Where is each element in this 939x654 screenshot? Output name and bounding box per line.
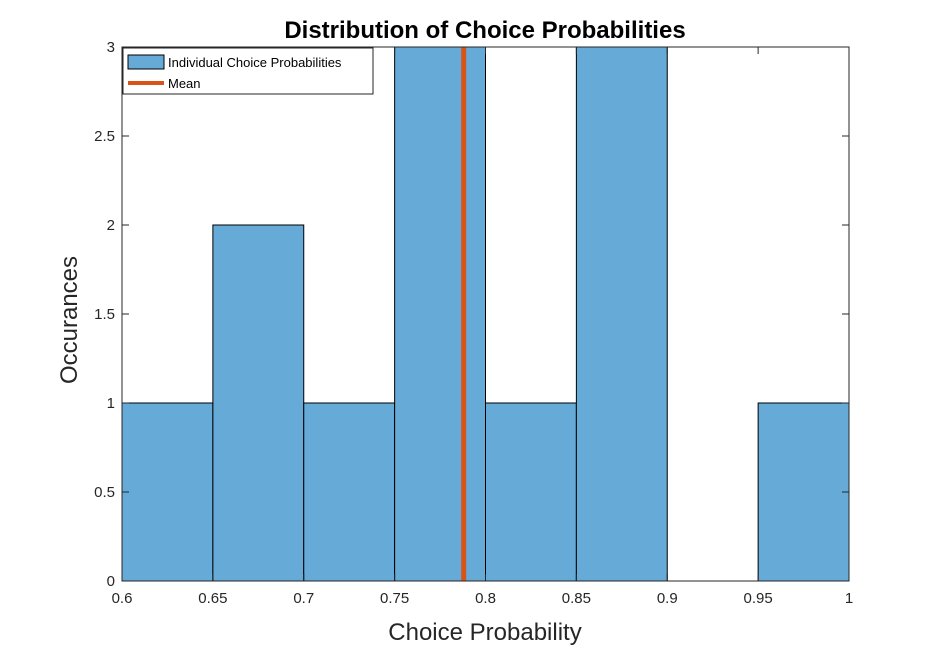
x-tick-label: 0.7 — [293, 590, 314, 607]
y-axis-label: Occurances — [56, 256, 83, 384]
histogram-bar — [394, 46, 486, 582]
x-tick-label: 0.95 — [744, 590, 773, 607]
x-tick-label: 0.9 — [657, 590, 678, 607]
legend-box — [122, 47, 374, 95]
histogram-bar — [575, 46, 668, 582]
bars-layer — [121, 46, 850, 582]
x-axis-label: Choice Probability — [388, 619, 581, 646]
y-ticks-layer: 0 0.5 1 1.5 2 2.5 3 — [94, 39, 849, 590]
legend: Individual Choice Probabilities Mean — [122, 47, 374, 95]
histogram-bar — [485, 402, 577, 582]
histogram-bar — [212, 224, 305, 582]
x-tick-label: 0.85 — [562, 590, 591, 607]
x-tick-label: 1 — [845, 590, 853, 607]
legend-swatch-bars — [127, 54, 165, 70]
y-tick-label: 0 — [107, 573, 115, 590]
y-tick-label: 2.5 — [94, 128, 115, 145]
chart-title: Distribution of Choice Probabilities — [284, 17, 685, 44]
x-tick-label: 0.65 — [198, 590, 227, 607]
y-tick-label: 0.5 — [94, 484, 115, 501]
y-tick-label: 1.5 — [94, 306, 115, 323]
histogram-bar — [121, 402, 214, 582]
x-tick-label: 0.8 — [475, 590, 496, 607]
x-tick-label: 0.6 — [112, 590, 133, 607]
legend-label-bars: Individual Choice Probabilities — [168, 55, 342, 70]
histogram-bar — [303, 402, 396, 582]
y-tick-label: 3 — [107, 39, 115, 56]
histogram-bar — [757, 402, 850, 582]
x-ticks-layer: 0.6 0.65 0.7 0.75 0.8 0.85 0.9 0.95 1 — [112, 47, 853, 607]
y-tick-label: 2 — [107, 217, 115, 234]
y-tick-label: 1 — [107, 395, 115, 412]
legend-label-mean: Mean — [168, 76, 201, 91]
x-tick-label: 0.75 — [380, 590, 409, 607]
